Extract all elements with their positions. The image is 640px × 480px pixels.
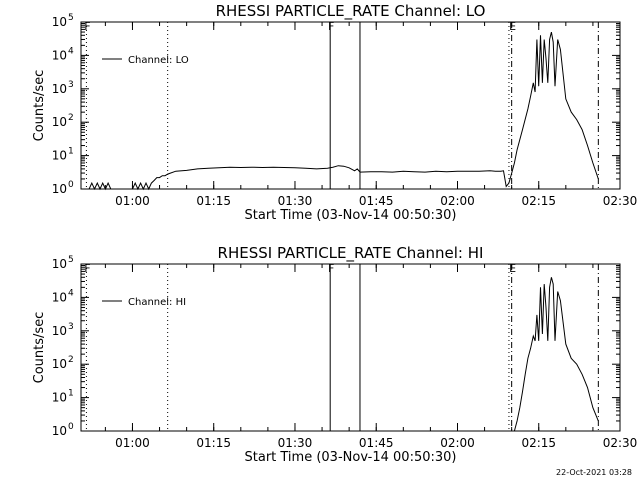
chart-title: RHESSI PARTICLE_RATE Channel: HI	[218, 244, 484, 263]
x-tick-label: 01:00	[115, 436, 150, 450]
y-tick-label: 10	[52, 324, 67, 338]
y-tick-exponent: 3	[68, 322, 74, 332]
y-axis-label: Counts/sec	[32, 70, 47, 142]
y-tick-exponent: 0	[68, 422, 74, 432]
x-tick-label: 02:15	[521, 436, 556, 450]
legend-entry: Channel: HI	[128, 297, 186, 308]
time-marker-label: E	[509, 20, 516, 33]
series-line-0	[513, 277, 599, 432]
y-axis-label: Counts/sec	[32, 312, 47, 384]
x-tick-label: 01:45	[359, 194, 394, 208]
y-tick-label: 10	[52, 391, 67, 405]
y-tick-exponent: 2	[68, 355, 74, 365]
legend-entry: Channel: LO	[128, 55, 189, 66]
y-tick-exponent: 5	[68, 13, 74, 23]
x-tick-label: 01:15	[196, 194, 231, 208]
y-tick-exponent: 4	[68, 46, 74, 56]
y-tick-label: 10	[52, 182, 67, 196]
y-tick-label: 10	[52, 290, 67, 304]
x-tick-label: 01:30	[278, 436, 313, 450]
plot-frame	[80, 21, 621, 190]
time-marker-label: F	[328, 20, 334, 33]
y-tick-exponent: 3	[68, 80, 74, 90]
plot-frame	[80, 263, 621, 432]
x-tick-label: 02:00	[440, 436, 475, 450]
x-axis-label: Start Time (03-Nov-14 00:50:30)	[245, 450, 457, 465]
y-tick-exponent: 4	[68, 288, 74, 298]
y-tick-exponent: 1	[68, 147, 74, 157]
generation-timestamp: 22-Oct-2021 03:28	[556, 468, 632, 477]
y-tick-exponent: 2	[68, 113, 74, 123]
chart-panel-lo: RHESSI PARTICLE_RATE Channel: LO 01:00 01:…	[32, 2, 637, 223]
x-tick-label: 02:30	[603, 194, 638, 208]
time-marker-label: E	[509, 262, 516, 275]
y-tick-exponent: 5	[68, 255, 74, 265]
series-line-0	[88, 31, 599, 191]
x-axis-label: Start Time (03-Nov-14 00:50:30)	[245, 208, 457, 223]
chart-panel-hi: RHESSI PARTICLE_RATE Channel: HI 01:00 01:…	[32, 244, 637, 465]
y-tick-label: 10	[52, 82, 67, 96]
y-tick-label: 10	[52, 48, 67, 62]
y-tick-label: 10	[52, 149, 67, 163]
x-tick-label: 02:00	[440, 194, 475, 208]
y-tick-label: 10	[52, 115, 67, 129]
y-tick-exponent: 1	[68, 389, 74, 399]
time-marker-label: F	[84, 20, 90, 33]
y-tick-label: 10	[52, 357, 67, 371]
x-tick-label: 01:00	[115, 194, 150, 208]
x-tick-label: 01:15	[196, 436, 231, 450]
x-tick-label: 01:30	[278, 194, 313, 208]
chart-title: RHESSI PARTICLE_RATE Channel: LO	[216, 2, 486, 21]
x-tick-label: 01:45	[359, 436, 394, 450]
time-marker-label: F	[84, 262, 90, 275]
y-tick-label: 10	[52, 424, 67, 438]
x-tick-label: 02:15	[521, 194, 556, 208]
y-tick-label: 10	[52, 15, 67, 29]
y-tick-exponent: 0	[68, 180, 74, 190]
time-marker-label: F	[328, 262, 334, 275]
y-tick-label: 10	[52, 257, 67, 271]
x-tick-label: 02:30	[603, 436, 638, 450]
